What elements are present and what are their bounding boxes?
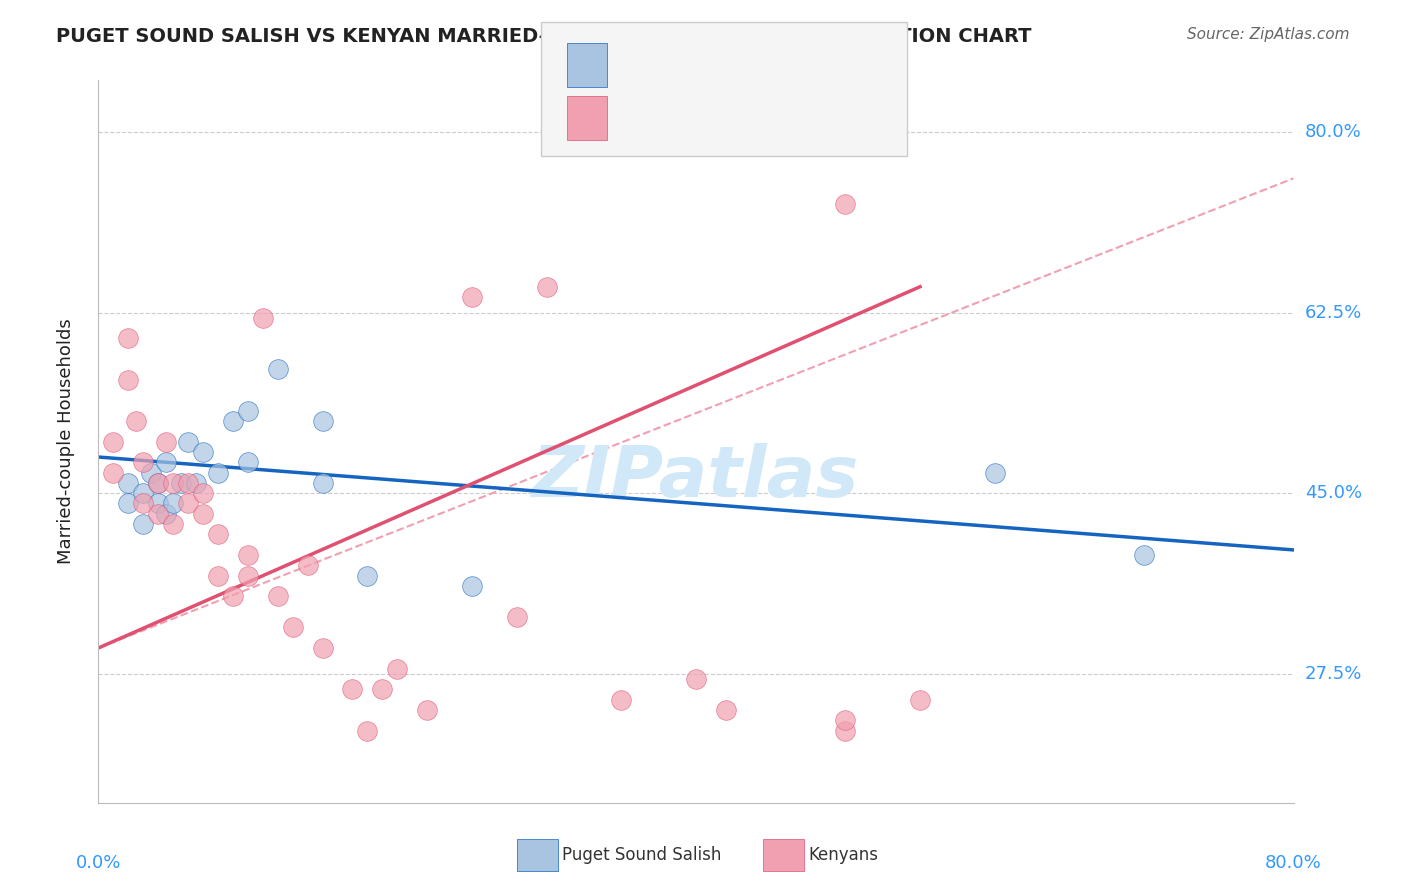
Point xyxy=(132,496,155,510)
Text: N =: N = xyxy=(710,56,762,74)
Text: 26: 26 xyxy=(759,56,782,74)
Point xyxy=(155,455,177,469)
Text: -0.267: -0.267 xyxy=(654,56,711,74)
Text: 45.0%: 45.0% xyxy=(1305,484,1362,502)
Point xyxy=(461,579,484,593)
Point xyxy=(148,507,170,521)
Y-axis label: Married-couple Households: Married-couple Households xyxy=(56,318,75,565)
Point xyxy=(311,640,333,655)
Point xyxy=(506,610,529,624)
Point xyxy=(207,466,229,480)
Text: 41: 41 xyxy=(759,110,782,128)
Point xyxy=(222,414,245,428)
Point xyxy=(148,496,170,510)
Point xyxy=(236,568,259,582)
Point xyxy=(342,682,364,697)
Point xyxy=(1133,548,1156,562)
Text: 0.292: 0.292 xyxy=(654,110,706,128)
Point xyxy=(117,496,139,510)
Text: 0.0%: 0.0% xyxy=(76,855,121,872)
Point xyxy=(155,507,177,521)
Point xyxy=(132,455,155,469)
Point xyxy=(536,279,558,293)
Point xyxy=(191,445,214,459)
Point xyxy=(834,197,856,211)
Text: PUGET SOUND SALISH VS KENYAN MARRIED-COUPLE HOUSEHOLDS CORRELATION CHART: PUGET SOUND SALISH VS KENYAN MARRIED-COU… xyxy=(56,27,1032,45)
Point xyxy=(610,692,633,706)
Point xyxy=(385,662,409,676)
Point xyxy=(148,475,170,490)
Point xyxy=(311,475,333,490)
Text: Puget Sound Salish: Puget Sound Salish xyxy=(562,847,721,864)
Text: R =: R = xyxy=(614,56,654,74)
Point xyxy=(371,682,394,697)
Point xyxy=(103,466,125,480)
Point xyxy=(685,672,707,686)
Text: Kenyans: Kenyans xyxy=(808,847,879,864)
Point xyxy=(191,507,214,521)
Point xyxy=(169,475,191,490)
Text: 80.0%: 80.0% xyxy=(1305,123,1361,141)
Point xyxy=(236,403,259,417)
Point xyxy=(311,414,333,428)
Point xyxy=(177,496,200,510)
Point xyxy=(236,548,259,562)
Text: Source: ZipAtlas.com: Source: ZipAtlas.com xyxy=(1187,27,1350,42)
Point xyxy=(252,310,274,325)
Point xyxy=(297,558,319,573)
Point xyxy=(162,475,184,490)
Text: 80.0%: 80.0% xyxy=(1265,855,1322,872)
Point xyxy=(222,590,245,604)
Text: R =: R = xyxy=(614,110,659,128)
Point xyxy=(117,373,139,387)
Point xyxy=(117,475,139,490)
Point xyxy=(267,590,290,604)
Point xyxy=(236,455,259,469)
Point xyxy=(461,290,484,304)
Text: ZIPatlas: ZIPatlas xyxy=(533,443,859,512)
Point xyxy=(162,496,184,510)
Point xyxy=(984,466,1007,480)
Point xyxy=(139,466,162,480)
Text: 62.5%: 62.5% xyxy=(1305,303,1362,321)
Point xyxy=(207,568,229,582)
Point xyxy=(148,475,170,490)
Point xyxy=(132,517,155,532)
Point xyxy=(281,620,304,634)
Text: 27.5%: 27.5% xyxy=(1305,665,1362,682)
Point xyxy=(191,486,214,500)
Point xyxy=(714,703,737,717)
Point xyxy=(356,723,378,738)
Point xyxy=(356,568,378,582)
Point xyxy=(207,527,229,541)
Text: N =: N = xyxy=(710,110,762,128)
Point xyxy=(132,486,155,500)
Point xyxy=(103,434,125,449)
Point xyxy=(834,713,856,727)
Point xyxy=(908,692,931,706)
Point xyxy=(162,517,184,532)
Point xyxy=(184,475,207,490)
Point xyxy=(267,362,290,376)
Point xyxy=(177,434,200,449)
Point xyxy=(125,414,148,428)
Point xyxy=(155,434,177,449)
Point xyxy=(834,723,856,738)
Point xyxy=(177,475,200,490)
Point xyxy=(416,703,439,717)
Point xyxy=(117,331,139,345)
